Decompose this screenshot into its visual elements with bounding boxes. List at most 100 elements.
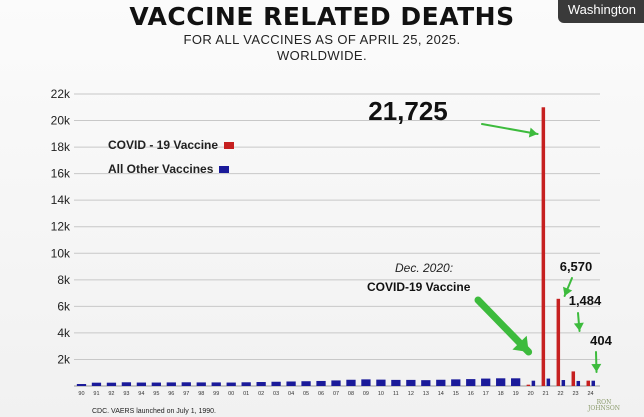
y-tick-label: 16k: [51, 167, 71, 181]
y-tick-label: 12k: [51, 220, 71, 234]
x-tick-label: 21: [543, 391, 549, 397]
arrow-shaft: [481, 123, 539, 135]
bar-covid: [541, 107, 546, 386]
x-tick-label: 11: [393, 391, 399, 397]
bar-other: [271, 381, 281, 386]
x-tick-label: 09: [363, 391, 369, 397]
y-tick-label: 8k: [57, 273, 71, 287]
y-tick-label: 20k: [51, 114, 71, 128]
x-tick-label: 13: [423, 391, 429, 397]
x-tick-label: 10: [378, 391, 384, 397]
annotation-dec-2020: Dec. 2020:: [395, 261, 454, 275]
x-tick-label: 08: [348, 391, 354, 397]
x-tick-label: 99: [213, 391, 219, 397]
x-tick-label: 93: [123, 391, 129, 397]
bar-other: [361, 379, 371, 386]
bar-other: [421, 380, 431, 386]
x-tick-label: 15: [453, 391, 459, 397]
x-tick-label: 94: [138, 391, 144, 397]
y-tick-label: 18k: [51, 140, 71, 154]
bar-covid: [556, 298, 561, 386]
y-tick-label: 10k: [51, 246, 71, 260]
bar-other: [196, 382, 206, 386]
x-tick-label: 14: [438, 391, 444, 397]
bar-other: [301, 381, 311, 386]
watermark-badge: Washington: [557, 0, 644, 23]
x-tick-label: 24: [587, 391, 593, 397]
bar-other: [316, 380, 326, 386]
bar-other: [496, 378, 506, 386]
y-tick-label: 2k: [57, 352, 71, 366]
x-tick-label: 95: [153, 391, 159, 397]
x-tick-label: 20: [528, 391, 534, 397]
bar-other: [591, 380, 596, 386]
y-tick-label: 6k: [57, 299, 71, 313]
arrow-head: [563, 286, 573, 296]
arrow-head: [512, 335, 529, 352]
x-tick-label: 18: [498, 391, 504, 397]
data-label-2024: 404: [590, 333, 612, 348]
bar-other: [466, 379, 476, 386]
x-tick-label: 06: [318, 391, 324, 397]
bar-covid: [586, 380, 591, 386]
x-tick-label: 97: [183, 391, 189, 397]
x-tick-label: 90: [78, 391, 84, 397]
annotation-covid-vaccine: COVID-19 Vaccine: [367, 280, 471, 294]
bar-other: [331, 380, 341, 386]
legend-label-covid: COVID - 19 Vaccine: [108, 138, 219, 152]
x-tick-label: 91: [93, 391, 99, 397]
logo-text-johnson: JOHNSON: [587, 405, 621, 412]
logo-text-ron: RON: [596, 399, 612, 406]
bar-covid: [571, 371, 576, 386]
x-tick-label: 01: [243, 391, 249, 397]
ron-johnson-logo: RON JOHNSON: [584, 400, 624, 412]
bar-other: [391, 379, 401, 386]
bar-other: [436, 379, 446, 386]
x-tick-label: 96: [168, 391, 174, 397]
chart-subtitle: FOR ALL VACCINES AS OF APRIL 25, 2025.: [183, 32, 461, 47]
x-tick-label: 98: [198, 391, 204, 397]
legend-item-covid: COVID - 19 Vaccine: [108, 138, 235, 152]
arrow-head: [591, 363, 602, 372]
bar-other: [91, 382, 102, 386]
bar-other: [406, 379, 416, 386]
bar-other: [121, 382, 132, 386]
bar-other: [511, 378, 521, 386]
x-tick-label: 92: [108, 391, 114, 397]
arrow-head: [573, 322, 584, 331]
bar-other: [211, 382, 221, 386]
y-tick-label: 14k: [51, 193, 71, 207]
x-tick-label: 22: [558, 391, 564, 397]
legend-swatch-other: [219, 165, 230, 173]
x-tick-label: 00: [228, 391, 234, 397]
data-label-covid-peak: 21,725: [368, 96, 448, 126]
bar-other: [76, 384, 87, 386]
bar-other: [576, 380, 581, 386]
bar-covid: [526, 384, 531, 386]
bar-other: [256, 382, 266, 386]
footnote: CDC. VAERS launched on July 1, 1990.: [92, 408, 216, 415]
x-tick-label: 16: [468, 391, 474, 397]
y-tick-label: 22k: [51, 87, 71, 101]
x-tick-label: 23: [572, 391, 578, 397]
x-tick-label: 03: [273, 391, 279, 397]
x-tick-label: 12: [408, 391, 414, 397]
x-tick-label: 02: [258, 391, 264, 397]
x-tick-label: 07: [333, 391, 339, 397]
bar-other: [226, 382, 236, 386]
bar-other: [181, 382, 191, 386]
legend-item-other: All Other Vaccines: [108, 162, 230, 176]
bar-other: [481, 378, 491, 386]
chart-title: VACCINE RELATED DEATHS: [129, 2, 515, 31]
bar-other: [376, 379, 386, 386]
x-tick-label: 05: [303, 391, 309, 397]
bar-other: [136, 382, 147, 386]
bar-other: [106, 382, 117, 386]
bar-other: [531, 380, 536, 386]
legend-swatch-covid: [224, 141, 235, 149]
bar-other: [151, 382, 161, 386]
x-tick-label: 17: [483, 391, 489, 397]
bar-other: [451, 379, 461, 386]
